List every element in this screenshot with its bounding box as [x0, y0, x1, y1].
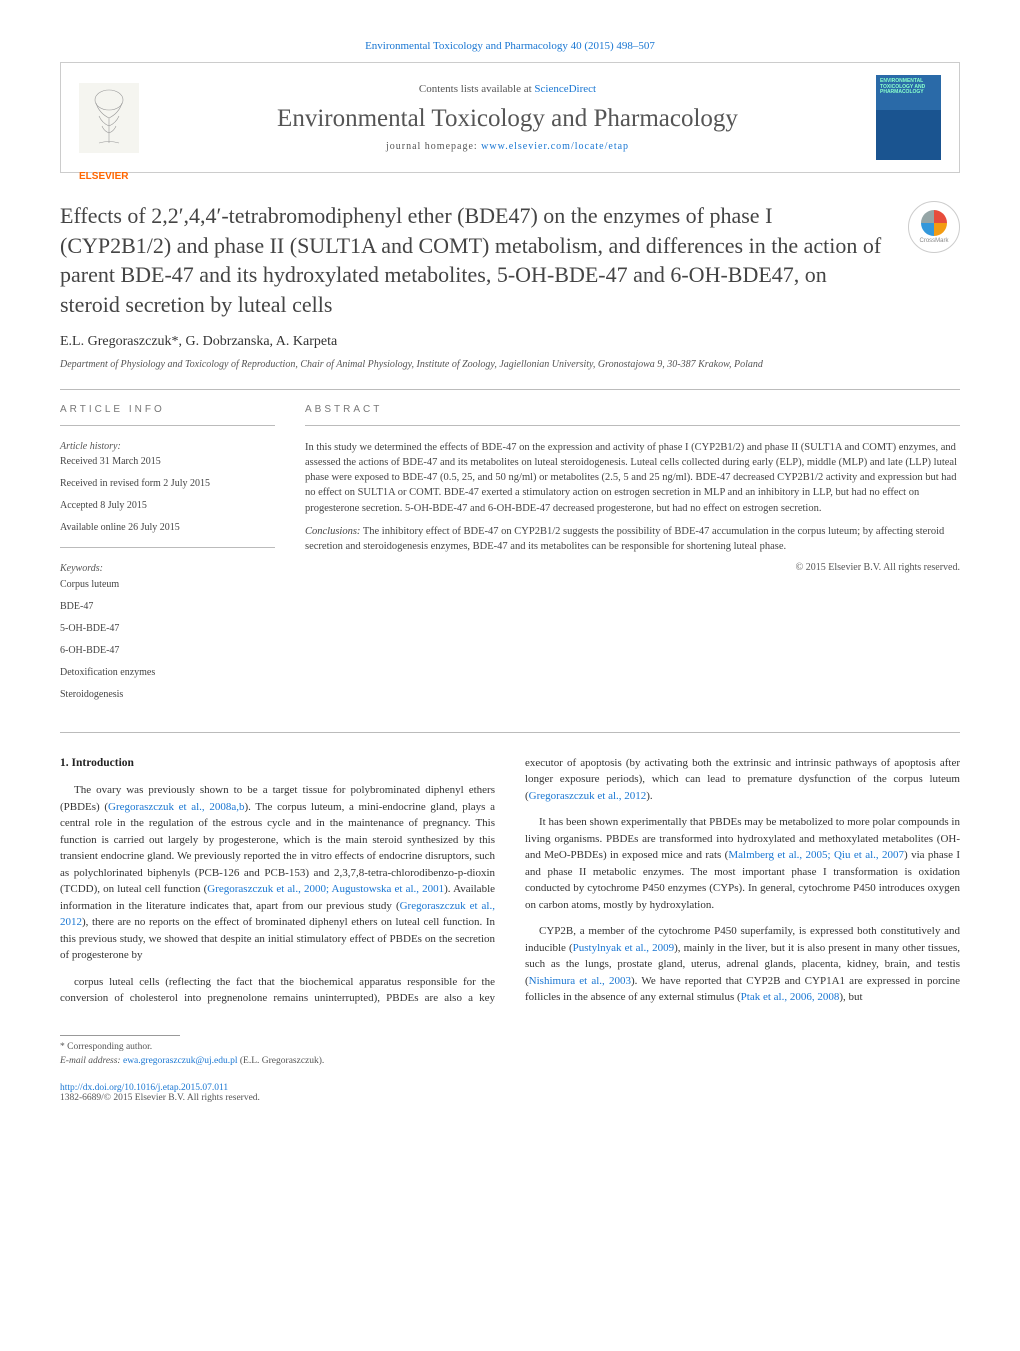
article-history-label: Article history: [60, 440, 275, 455]
journal-homepage-line: journal homepage: www.elsevier.com/locat… [157, 141, 858, 152]
history-item: Received 31 March 2015 [60, 455, 275, 469]
author-affiliation: Department of Physiology and Toxicology … [60, 358, 960, 371]
journal-banner: Contents lists available at ScienceDirec… [60, 62, 960, 173]
article-info-heading: ARTICLE INFO [60, 404, 275, 415]
history-item: Received in revised form 2 July 2015 [60, 477, 275, 491]
sciencedirect-link[interactable]: ScienceDirect [534, 83, 596, 95]
article-info-column: ARTICLE INFO Article history: Received 3… [60, 404, 275, 710]
citation-link[interactable]: Gregoraszczuk et al., 2000; Augustowska … [207, 883, 444, 895]
abstract-column: ABSTRACT In this study we determined the… [305, 404, 960, 710]
issn-copyright-line: 1382-6689/© 2015 Elsevier B.V. All right… [60, 1093, 260, 1103]
divider [60, 547, 275, 548]
body-paragraph: It has been shown experimentally that PB… [525, 814, 960, 913]
keyword: 5-OH-BDE-47 [60, 622, 275, 636]
corresponding-author-note: * Corresponding author. [60, 1040, 960, 1054]
citation-link[interactable]: Gregoraszczuk et al., 2012 [529, 790, 647, 802]
keyword: 6-OH-BDE-47 [60, 644, 275, 658]
keywords-label: Keywords: [60, 562, 275, 577]
history-item: Accepted 8 July 2015 [60, 499, 275, 513]
footnote-rule [60, 1035, 180, 1036]
abstract-paragraph: In this study we determined the effects … [305, 440, 960, 516]
divider [60, 389, 960, 390]
email-line: E-mail address: ewa.gregoraszczuk@uj.edu… [60, 1054, 960, 1068]
section-heading-introduction: 1. Introduction [60, 755, 495, 772]
body-paragraph: CYP2B, a member of the cytochrome P450 s… [525, 923, 960, 1006]
elsevier-tree-logo [79, 83, 139, 153]
banner-center: Contents lists available at ScienceDirec… [157, 83, 858, 152]
keyword: BDE-47 [60, 600, 275, 614]
divider [60, 732, 960, 733]
author-email-link[interactable]: ewa.gregoraszczuk@uj.edu.pl [123, 1056, 238, 1066]
footnotes: * Corresponding author. E-mail address: … [60, 1035, 960, 1069]
article-body: 1. Introduction The ovary was previously… [60, 755, 960, 1011]
author-list: E.L. Gregoraszczuk*, G. Dobrzanska, A. K… [60, 334, 960, 350]
citation-link[interactable]: Malmberg et al., 2005; Qiu et al., 2007 [728, 849, 904, 861]
meta-two-column: ARTICLE INFO Article history: Received 3… [60, 404, 960, 710]
keyword: Detoxification enzymes [60, 666, 275, 680]
citation-link[interactable]: Nishimura et al., 2003 [529, 975, 631, 987]
doi-link[interactable]: http://dx.doi.org/10.1016/j.etap.2015.07… [60, 1083, 228, 1093]
journal-cover-thumbnail: ENVIRONMENTAL TOXICOLOGY AND PHARMACOLOG… [876, 75, 941, 160]
journal-homepage-link[interactable]: www.elsevier.com/locate/etap [481, 141, 629, 152]
cover-title-text: ENVIRONMENTAL TOXICOLOGY AND PHARMACOLOG… [880, 79, 941, 96]
article-title: Effects of 2,2′,4,4′-tetrabromodiphenyl … [60, 201, 888, 320]
divider [305, 425, 960, 426]
history-item: Available online 26 July 2015 [60, 521, 275, 535]
body-paragraph: The ovary was previously shown to be a t… [60, 782, 495, 964]
journal-citation-link[interactable]: Environmental Toxicology and Pharmacolog… [365, 40, 655, 52]
page: Environmental Toxicology and Pharmacolog… [0, 0, 1020, 1153]
journal-name: Environmental Toxicology and Pharmacolog… [157, 105, 858, 133]
title-row: Effects of 2,2′,4,4′-tetrabromodiphenyl … [60, 201, 960, 320]
crossmark-badge[interactable]: CrossMark [908, 201, 960, 253]
keyword: Corpus luteum [60, 578, 275, 592]
abstract-copyright: © 2015 Elsevier B.V. All rights reserved… [305, 562, 960, 573]
abstract-conclusions: Conclusions: The inhibitory effect of BD… [305, 524, 960, 554]
contents-lists-line: Contents lists available at ScienceDirec… [157, 83, 858, 95]
citation-link[interactable]: Ptak et al., 2006, 2008 [741, 991, 840, 1003]
doi-block: http://dx.doi.org/10.1016/j.etap.2015.07… [60, 1083, 960, 1103]
elsevier-wordmark: ELSEVIER [79, 171, 128, 182]
abstract-heading: ABSTRACT [305, 404, 960, 415]
citation-link[interactable]: Pustylnyak et al., 2009 [573, 942, 674, 954]
divider [60, 425, 275, 426]
citation-link[interactable]: Gregoraszczuk et al., 2008a,b [108, 801, 244, 813]
journal-header-citation: Environmental Toxicology and Pharmacolog… [60, 40, 960, 52]
keyword: Steroidogenesis [60, 688, 275, 702]
